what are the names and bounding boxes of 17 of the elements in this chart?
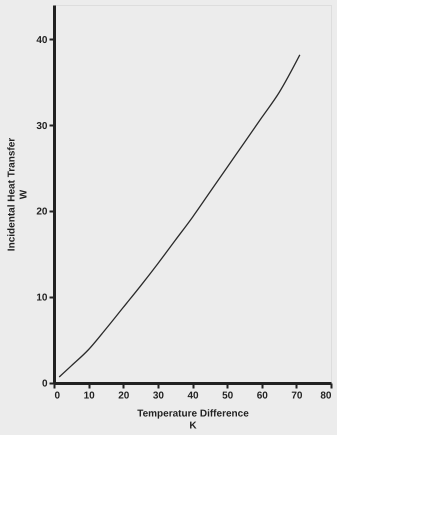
y-tick-label: 40	[36, 34, 48, 46]
x-tick-label: 80	[320, 390, 332, 402]
x-tick-label: 70	[291, 390, 303, 402]
y-axis-title: Incidental Heat Transfer W	[6, 138, 30, 252]
x-axis-title: Temperature Difference K	[137, 408, 250, 432]
x-tick-label: 60	[256, 390, 268, 402]
x-tick-label: 30	[152, 390, 164, 402]
x-tick-label: 20	[118, 390, 130, 402]
y-tick-label: 0	[42, 378, 48, 390]
line-series	[58, 54, 300, 378]
y-tick-label: 10	[36, 292, 48, 304]
x-tick-label: 10	[84, 390, 96, 402]
y-tick-label: 20	[36, 206, 48, 218]
x-tick-label: 0	[54, 390, 60, 402]
y-tick-label: 30	[36, 120, 48, 132]
x-tick-label: 50	[222, 390, 234, 402]
x-tick-label: 40	[187, 390, 199, 402]
